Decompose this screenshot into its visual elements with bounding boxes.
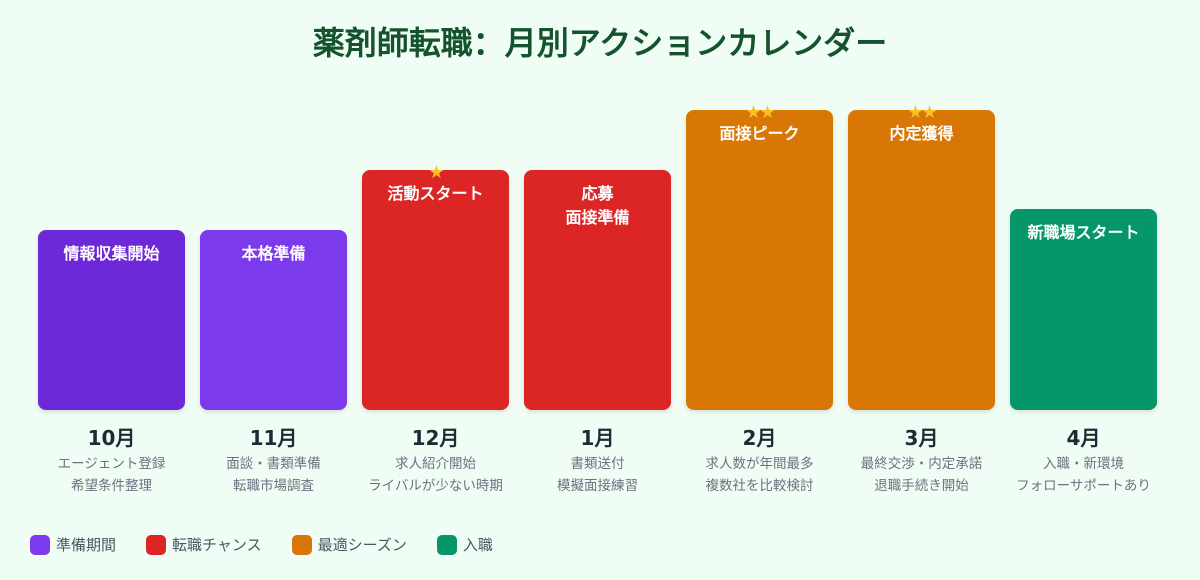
month-label: 3月 — [904, 426, 939, 450]
month-label: 1月 — [580, 426, 615, 450]
bar-1月: 応募 面接準備 — [524, 170, 671, 410]
month-description: 入職・新環境 フォローサポートあり — [1016, 456, 1151, 494]
month-description: 面談・書類準備 転職市場調査 — [226, 456, 321, 494]
month-label: 10月 — [87, 426, 136, 450]
legend-swatch — [30, 534, 50, 555]
legend: 準備期間 転職チャンス 最適シーズン 入職 — [30, 534, 493, 555]
bar-label: 新職場スタート — [1027, 223, 1140, 242]
star-icon: ★ — [428, 162, 444, 183]
chart-title: 薬剤師転職：月別アクションカレンダー — [312, 24, 888, 62]
legend-label: 最適シーズン — [317, 536, 407, 554]
bar-label: 情報収集開始 — [63, 244, 160, 263]
month-label: 11月 — [249, 426, 298, 450]
bar-label: 活動スタート — [387, 184, 484, 203]
legend-item: 転職チャンス — [146, 534, 262, 555]
bar-2月: ★★ 面接ピーク — [686, 104, 833, 410]
bar-label: 内定獲得 — [889, 124, 954, 143]
legend-swatch — [436, 534, 457, 555]
month-description: 書類送付 模擬面接練習 — [557, 456, 638, 494]
month-description: 求人紹介開始 ライバルが少ない時期 — [368, 456, 503, 494]
bar-label: 応募 面接準備 — [565, 184, 630, 227]
month-description: 求人数が年間最多 複数社を比較検討 — [705, 456, 814, 494]
bar-10月: 情報収集開始 — [38, 230, 185, 410]
legend-item: 入職 — [436, 534, 493, 555]
legend-item: 最適シーズン — [291, 534, 407, 555]
legend-swatch — [146, 534, 167, 555]
legend-label: 準備期間 — [56, 536, 117, 554]
bar-4月: 新職場スタート — [1010, 209, 1157, 410]
legend-swatch — [291, 534, 312, 555]
bar-chart: 情報収集開始 10月エージェント登録 希望条件整理 本格準備 11月面談・書類準備 転… — [38, 104, 1157, 494]
star-icon: ★★ — [745, 102, 775, 123]
bar-label: 面接ピーク — [719, 124, 800, 143]
legend-item: 準備期間 — [30, 534, 116, 555]
legend-label: 転職チャンス — [172, 536, 262, 554]
month-label: 2月 — [742, 426, 777, 450]
bar-12月: ★ 活動スタート — [362, 164, 509, 410]
month-label: 12月 — [411, 426, 460, 450]
month-description: エージェント登録 希望条件整理 — [57, 456, 166, 494]
bar-11月: 本格準備 — [200, 230, 347, 410]
legend-label: 入職 — [462, 536, 493, 554]
month-label: 4月 — [1066, 426, 1101, 450]
month-description: 最終交渉・内定承諾 退職手続き開始 — [860, 456, 983, 494]
bar-label: 本格準備 — [241, 244, 306, 263]
bar-3月: ★★ 内定獲得 — [848, 104, 995, 410]
star-icon: ★★ — [907, 102, 937, 123]
